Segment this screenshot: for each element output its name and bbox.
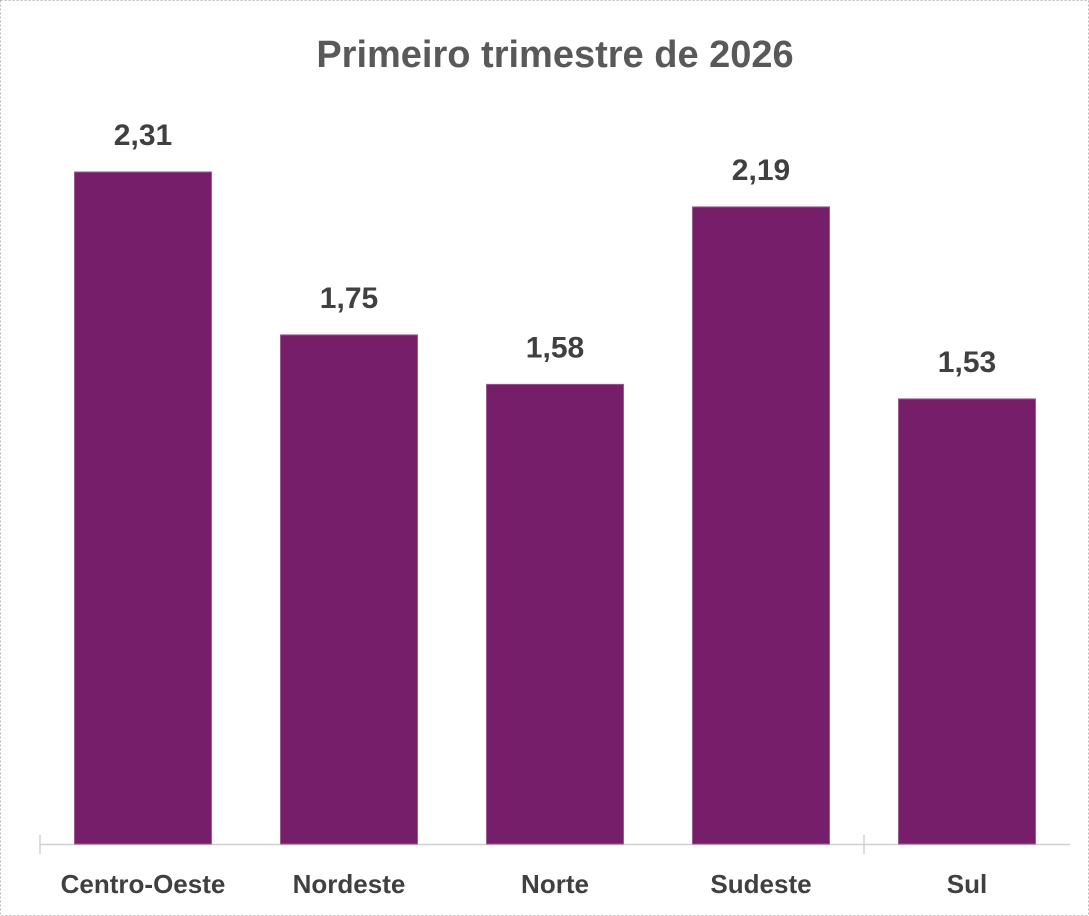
data-label: 1,75 [320,282,378,315]
bar [280,334,418,845]
x-tick-label: Sudeste [710,869,811,899]
x-tick-label: Norte [521,869,589,899]
x-tick-label: Nordeste [293,869,406,899]
bar [74,171,212,845]
chart-title: Primeiro trimestre de 2026 [316,34,793,76]
data-label: 2,19 [732,154,790,187]
data-label: 2,31 [114,119,172,152]
bar [486,383,624,845]
data-label: 1,58 [526,331,584,364]
data-label: 1,53 [938,346,996,379]
bar [692,206,830,845]
x-tick-label: Centro-Oeste [61,869,226,899]
x-tick-label: Sul [947,869,987,899]
bar [898,398,1036,845]
